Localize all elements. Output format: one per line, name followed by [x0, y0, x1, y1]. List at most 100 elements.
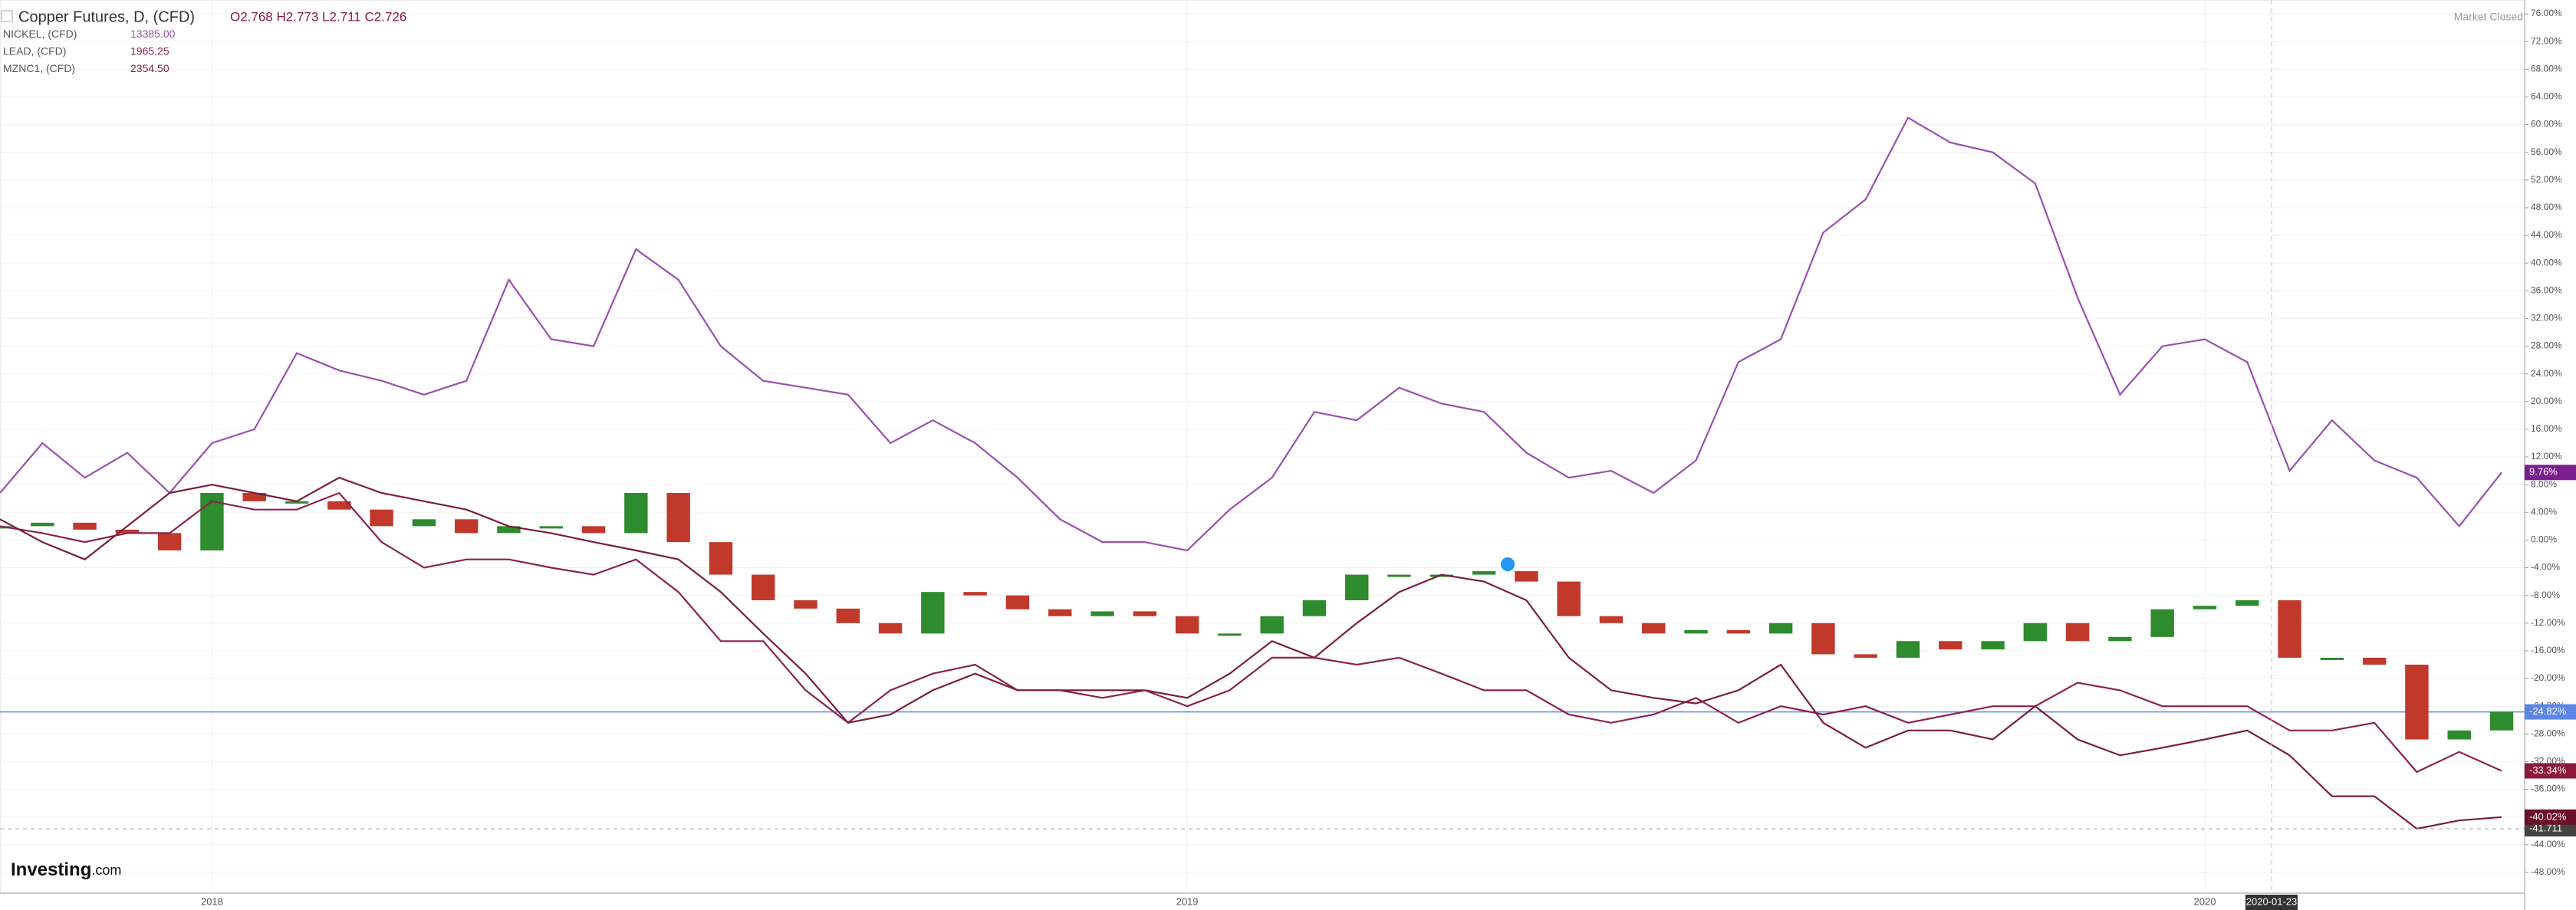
plot-area — [0, 0, 2525, 894]
candle — [1896, 641, 1920, 658]
candle — [921, 592, 945, 634]
y-tick-label: 56.00% — [2531, 146, 2562, 157]
candle — [31, 522, 54, 527]
candle — [73, 522, 97, 530]
legend-name: NICKEL, (CFD) — [3, 28, 77, 40]
legend-price: 2354.50 — [130, 62, 169, 74]
candle — [412, 519, 436, 527]
candle — [1854, 654, 1877, 658]
candle — [2278, 600, 2301, 658]
candle — [539, 526, 563, 529]
last-value-label: -33.34% — [2529, 764, 2567, 776]
series-line — [0, 491, 2502, 774]
collapse-icon[interactable] — [1, 10, 13, 22]
series-line — [0, 116, 2502, 552]
event-marker[interactable] — [1501, 557, 1515, 571]
last-value-badge — [2525, 465, 2576, 481]
legend-name: MZNC1, (CFD) — [3, 62, 75, 74]
y-tick-label: 36.00% — [2531, 284, 2562, 295]
candle — [1218, 633, 1242, 636]
logo: Investing.com — [11, 859, 121, 880]
last-value-badge — [2525, 809, 2576, 825]
candle — [2065, 623, 2090, 642]
candle — [624, 493, 648, 534]
candle — [2405, 664, 2429, 740]
last-value-label: 9.76% — [2529, 466, 2558, 478]
candle — [1429, 574, 1454, 577]
candle — [454, 519, 479, 534]
candle — [709, 542, 733, 575]
candle — [2193, 606, 2217, 609]
candle — [1557, 581, 1581, 616]
candle — [1599, 616, 1624, 623]
grid — [0, 0, 2525, 893]
candle — [1515, 571, 1538, 582]
candle — [242, 493, 266, 501]
y-tick-label: 12.00% — [2531, 451, 2562, 462]
candle — [115, 529, 140, 534]
y-tick-label: 24.00% — [2531, 368, 2562, 379]
candle — [1939, 641, 1962, 650]
candle — [2108, 636, 2132, 642]
y-tick-label: 20.00% — [2531, 396, 2562, 406]
candle — [370, 509, 393, 527]
candle — [2362, 657, 2387, 665]
candle — [878, 623, 903, 634]
x-tick-label: 2020 — [2194, 895, 2216, 907]
crosshair-date: 2020-01-23 — [2246, 895, 2298, 907]
y-tick-label: 60.00% — [2531, 119, 2562, 130]
candle — [751, 574, 775, 600]
candle — [2150, 609, 2174, 637]
candle — [327, 501, 351, 510]
candle — [1981, 641, 2005, 650]
y-tick-label: -16.00% — [2531, 645, 2565, 655]
candle — [836, 608, 860, 623]
candle — [1260, 616, 1284, 634]
last-value-badge — [2525, 763, 2576, 779]
y-tick-label: -44.00% — [2531, 839, 2565, 849]
candle — [963, 592, 987, 596]
price-badge-label: -41.711 — [2529, 823, 2562, 834]
legend-price: 1965.25 — [130, 45, 169, 57]
candle — [1387, 574, 1411, 577]
candle — [1091, 611, 1114, 616]
chart-title: Copper Futures, D, (CFD) — [18, 8, 195, 25]
y-tick-label: 68.00% — [2531, 63, 2562, 74]
candle — [1005, 595, 1030, 609]
legend-name: LEAD, (CFD) — [3, 45, 66, 57]
candle — [1048, 609, 1072, 616]
y-tick-label: -8.00% — [2531, 590, 2560, 600]
x-tick-label: 2019 — [1176, 895, 1199, 907]
candle — [1133, 611, 1156, 616]
x-tick-label: 2018 — [201, 895, 223, 907]
candle — [2447, 730, 2471, 740]
candle — [2489, 711, 2514, 731]
y-tick-label: -36.00% — [2531, 784, 2565, 794]
candle — [2023, 623, 2048, 642]
y-tick-label: 32.00% — [2531, 313, 2562, 324]
logo-suffix: .com — [91, 862, 121, 878]
y-tick-label: -28.00% — [2531, 728, 2565, 738]
candle — [1768, 623, 1793, 634]
y-tick-label: 64.00% — [2531, 91, 2562, 102]
candle — [1175, 616, 1199, 634]
candle — [1345, 574, 1369, 600]
candle — [497, 526, 521, 534]
y-tick-label: 28.00% — [2531, 340, 2562, 351]
candle — [1684, 629, 1708, 634]
y-tick-label: 72.00% — [2531, 35, 2562, 46]
market-status: Market Closed — [2454, 11, 2523, 23]
y-tick-label: -20.00% — [2531, 672, 2565, 683]
candle — [1726, 629, 1751, 634]
ohlc: O2.768 H2.773 L2.711 C2.726 — [230, 9, 406, 24]
crosshair-badge — [2245, 895, 2298, 910]
y-tick-label: -48.00% — [2531, 866, 2565, 877]
candle — [285, 501, 309, 504]
y-tick-label: 48.00% — [2531, 202, 2562, 212]
y-tick-label: -4.00% — [2531, 562, 2560, 573]
y-tick-label: 0.00% — [2531, 534, 2557, 545]
candle — [2320, 657, 2344, 660]
y-tick-label: -12.00% — [2531, 617, 2565, 628]
legend-price: 13385.00 — [130, 28, 176, 40]
